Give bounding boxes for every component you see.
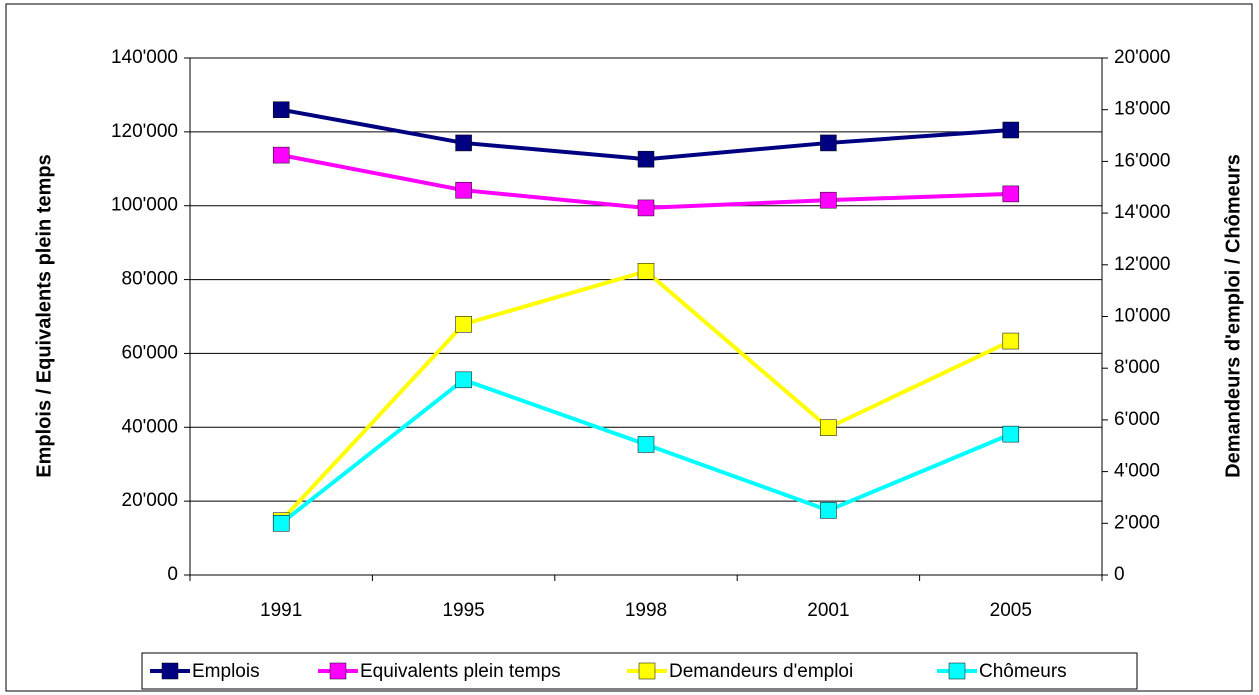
series-marker: [455, 181, 472, 199]
series-marker: [272, 515, 290, 532]
y2-tick-label: 10'000: [1114, 306, 1170, 327]
series-marker: [455, 316, 472, 333]
y-tick-label: 60'000: [122, 342, 178, 363]
chart-frame: [5, 3, 1253, 692]
y2-tick-label: 6'000: [1114, 409, 1160, 430]
legend-marker: [329, 662, 347, 680]
series-marker: [1002, 121, 1020, 139]
y2-tick-label: 0: [1114, 564, 1125, 585]
series-marker: [637, 150, 655, 168]
y-tick-label: 20'000: [122, 490, 178, 511]
series-marker: [820, 502, 837, 519]
x-tick-label: 1991: [260, 600, 302, 621]
y-tick-label: 40'000: [122, 416, 178, 437]
y-tick-label: 120'000: [111, 121, 178, 142]
legend-marker: [948, 662, 966, 680]
y-tick-label: 140'000: [111, 47, 178, 68]
y2-tick-label: 8'000: [1114, 357, 1160, 378]
x-tick-label: 1995: [442, 600, 484, 621]
y2-tick-label: 12'000: [1114, 254, 1170, 275]
y-axis-title: Emplois / Equivalents plein temps: [33, 154, 55, 477]
x-tick-label: 2005: [990, 600, 1032, 621]
series-marker: [272, 101, 290, 118]
series-marker: [820, 191, 837, 209]
y-tick-label: 0: [167, 564, 178, 585]
y2-tick-label: 2'000: [1114, 512, 1160, 533]
y-tick-label: 80'000: [122, 269, 178, 290]
y2-tick-label: 14'000: [1114, 202, 1170, 223]
legend-label: Demandeurs d'emploi: [669, 661, 853, 682]
x-tick-label: 2001: [807, 600, 849, 621]
series-marker: [820, 134, 837, 152]
legend-label: Chômeurs: [979, 661, 1067, 682]
series-marker: [1002, 185, 1020, 203]
series-marker: [637, 436, 655, 453]
y2-axis-title: Demandeurs d'emploi / Chômeurs: [1222, 154, 1244, 478]
x-tick-label: 1998: [625, 600, 667, 621]
series-marker: [637, 199, 655, 217]
legend-label: Equivalents plein temps: [360, 661, 561, 682]
series-marker: [455, 134, 472, 152]
series-marker: [1002, 332, 1020, 350]
series-marker: [1002, 425, 1020, 443]
y2-tick-label: 4'000: [1114, 461, 1160, 482]
legend-marker: [161, 662, 179, 680]
y2-tick-label: 18'000: [1114, 99, 1170, 120]
y2-tick-label: 20'000: [1114, 47, 1170, 68]
legend-marker: [638, 662, 656, 680]
series-marker: [637, 263, 655, 280]
y-tick-label: 100'000: [111, 195, 178, 216]
series-marker: [272, 146, 290, 164]
y2-tick-label: 16'000: [1114, 150, 1170, 171]
series-marker: [455, 371, 472, 389]
series-marker: [820, 419, 837, 436]
legend-label: Emplois: [192, 661, 260, 682]
